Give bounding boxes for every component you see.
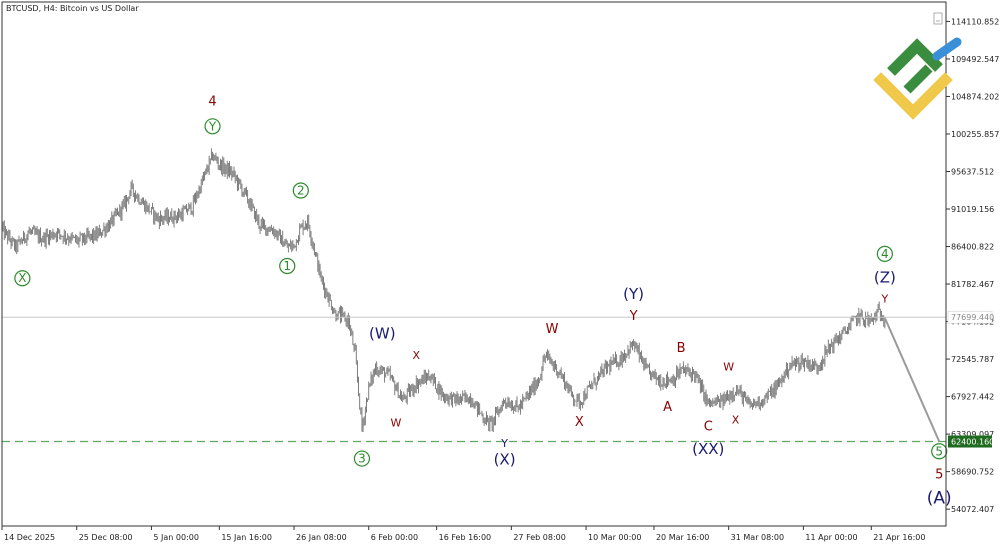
wave-label: X xyxy=(412,349,420,362)
brand-logo xyxy=(873,37,962,120)
y-tick-label: 104874.202 xyxy=(951,92,999,101)
x-tick-label: 10 Mar 00:00 xyxy=(588,533,641,542)
projection-line xyxy=(883,317,941,442)
wave-label: W xyxy=(546,322,559,337)
wave-label-circle xyxy=(931,443,948,460)
wave-label: 4 xyxy=(208,95,216,110)
candles-layer xyxy=(1,148,886,432)
wave-label: (Y) xyxy=(623,285,644,303)
x-tick-label: 27 Feb 08:00 xyxy=(513,533,565,542)
wave-label-circle xyxy=(279,257,296,275)
y-tick-label: 81782.467 xyxy=(951,280,994,289)
wave-label-circle xyxy=(204,118,221,135)
logo-blue-stroke xyxy=(932,37,962,61)
logo-green-chevron xyxy=(887,38,943,76)
logo-green-stroke xyxy=(903,64,933,94)
y-tick-label: 95637.512 xyxy=(951,167,994,176)
wave-label: 3 xyxy=(358,452,366,466)
wave-label: (X) xyxy=(494,451,516,469)
y-tick-label: 91019.156 xyxy=(951,205,994,214)
wave-label: B xyxy=(677,341,686,356)
wave-label: 5 xyxy=(935,444,943,458)
wave-label: Y xyxy=(500,437,508,450)
wave-label: C xyxy=(704,420,713,435)
wave-label: (A) xyxy=(927,489,952,509)
wave-label: X xyxy=(18,271,26,285)
y-tick-label: 114110.852 xyxy=(951,17,999,26)
wave-label: (XX) xyxy=(692,440,724,458)
wave-label-circle xyxy=(353,450,371,467)
current-price-badge xyxy=(947,310,993,324)
wave-label: (W) xyxy=(369,325,396,343)
wave-label-circle xyxy=(876,245,893,262)
lines-layer xyxy=(2,316,946,443)
y-tick-label: 100255.857 xyxy=(951,130,999,139)
x-tick-label: 26 Jan 08:00 xyxy=(296,533,347,542)
x-tick-label: 5 Jan 00:00 xyxy=(153,533,199,542)
x-tick-label: 14 Dec 2025 xyxy=(4,533,55,542)
plot-area[interactable] xyxy=(2,2,946,526)
wave-label: A xyxy=(663,400,672,415)
x-tick-label: 21 Apr 16:00 xyxy=(873,533,925,542)
wave-label: 5 xyxy=(935,468,943,483)
x-tick-label: 6 Feb 00:00 xyxy=(371,533,418,542)
wave-label: Y xyxy=(208,119,217,133)
x-tick-label: 25 Dec 08:00 xyxy=(79,533,133,542)
wave-label: Y xyxy=(629,309,638,324)
wave-label-circle xyxy=(14,270,31,287)
y-tick-label: 86400.822 xyxy=(951,243,994,252)
y-tick-label: 54072.407 xyxy=(951,505,994,514)
y-tick-label: 67927.442 xyxy=(951,393,994,402)
y-tick-label: 58690.752 xyxy=(951,468,994,477)
current-price-badge-text: 77699.440 xyxy=(951,313,994,322)
wave-label: (Z) xyxy=(874,269,896,287)
x-tick-label: 31 Mar 08:00 xyxy=(731,533,784,542)
wave-label: X xyxy=(732,413,740,426)
x-tick-label: 15 Jan 16:00 xyxy=(221,533,272,542)
x-tick-label: 11 Apr 00:00 xyxy=(805,533,857,542)
minimize-icon[interactable] xyxy=(933,12,943,25)
x-tick-label: 20 Mar 16:00 xyxy=(656,533,709,542)
y-tick-label: 63309.097 xyxy=(951,430,994,439)
support-price-badge xyxy=(948,435,992,448)
y-tick-label: 72545.787 xyxy=(951,355,994,364)
wave-label: Y xyxy=(881,292,889,305)
support-price-badge-text: 62400.160 xyxy=(951,438,994,447)
logo-mark xyxy=(873,37,962,120)
wave-label: 2 xyxy=(297,183,305,197)
wave-label: W xyxy=(723,361,734,374)
plot-frame xyxy=(1,1,947,527)
chart-title: BTCUSD, H4: Bitcoin vs US Dollar xyxy=(6,4,139,13)
x-tick-label: 16 Feb 16:00 xyxy=(439,533,491,542)
logo-yellow-chevron xyxy=(873,72,953,120)
y-tick-label: 109492.547 xyxy=(951,55,999,64)
price-badges: 77699.440 62400.160 xyxy=(947,310,994,448)
wave-label: W xyxy=(390,417,401,430)
time-axis[interactable]: 14 Dec 2025 25 Dec 08:00 5 Jan 00:00 15 Jan… xyxy=(1,526,925,542)
wave-label: X xyxy=(575,415,584,430)
wave-label-circle xyxy=(292,182,309,199)
wave-label: 1 xyxy=(283,259,291,273)
wave-label: 4 xyxy=(881,247,889,261)
